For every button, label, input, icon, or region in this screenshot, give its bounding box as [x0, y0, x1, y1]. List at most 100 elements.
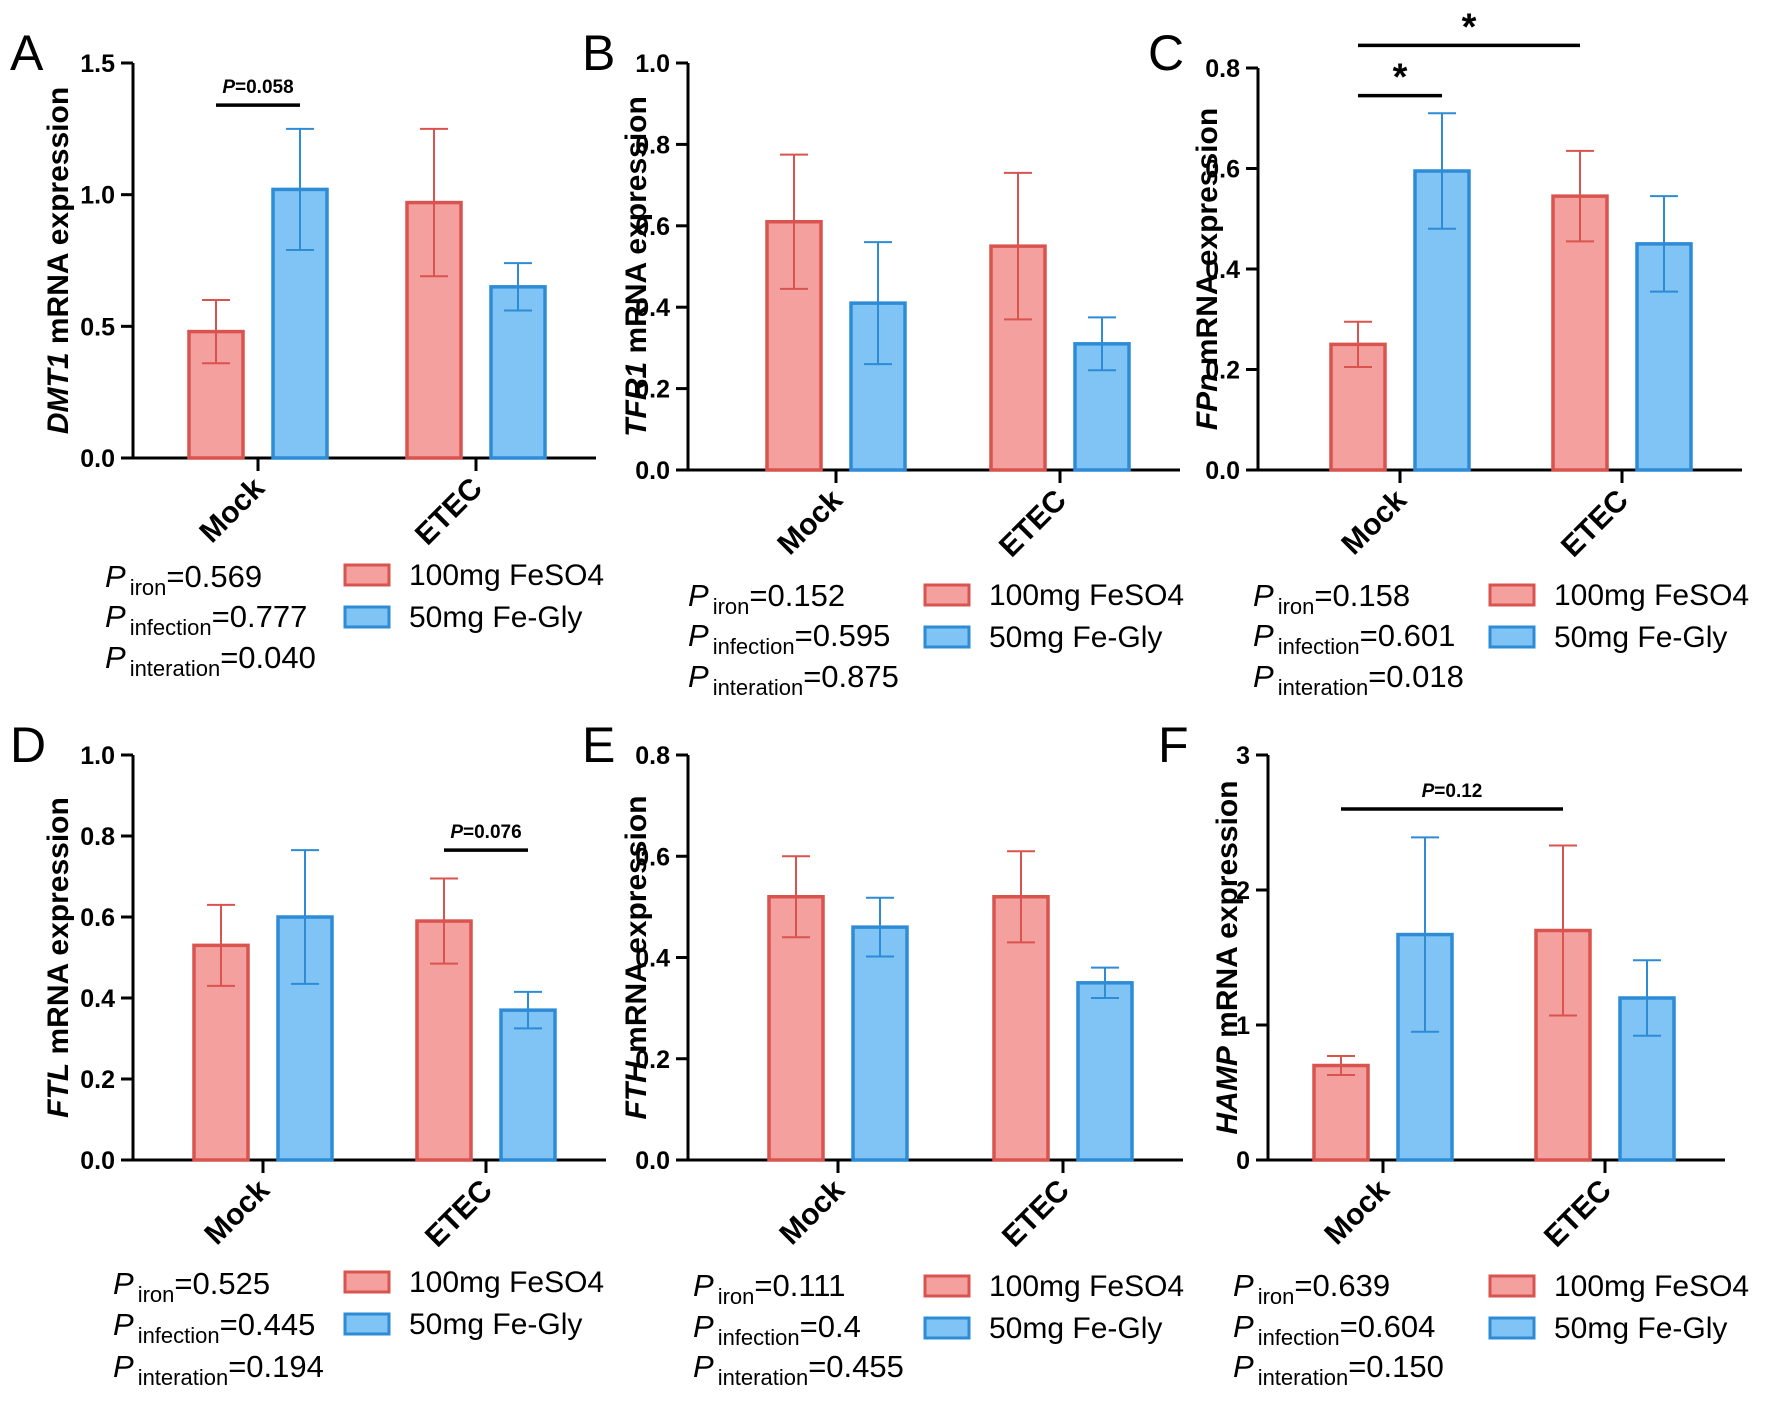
stat-value: =0.040	[220, 640, 316, 675]
y-tick-label: 1.5	[80, 50, 115, 78]
legend-swatch	[343, 1270, 391, 1294]
y-tick-label: 0.4	[635, 294, 670, 322]
stat-p-symbol: P	[1233, 1349, 1254, 1384]
y-tick-label: 0.0	[635, 1147, 670, 1175]
legend-label: 50mg Fe-Gly	[989, 621, 1162, 654]
y-tick-label: 1.0	[635, 50, 670, 78]
y-tick-label: 0.5	[80, 313, 115, 341]
stat-subscript: iron	[1258, 1284, 1295, 1309]
significance-p: P	[222, 77, 235, 98]
y-axis-label-text: mRNA expression	[620, 96, 653, 362]
stat-p-symbol: P	[105, 599, 126, 634]
bar-50mg-fe-gly-etec	[499, 1008, 557, 1162]
bar-100mg-feso4-mock	[765, 219, 823, 472]
legend-label: 100mg FeSO4	[1554, 1270, 1749, 1303]
significance-p: P	[450, 822, 463, 843]
x-category-label: Mock	[771, 483, 849, 561]
stat-subscript: interation	[718, 1365, 809, 1390]
stat-value: =0.150	[1348, 1349, 1444, 1384]
stat-subscript: infection	[713, 634, 795, 659]
y-axis-label-text: mRNA expression	[1211, 781, 1244, 1047]
y-tick-label: 0.2	[1205, 357, 1240, 385]
significance-value: *	[1393, 57, 1408, 99]
panel-letter: B	[582, 25, 615, 81]
legend-swatch	[343, 1312, 391, 1336]
y-tick-label: 0.2	[80, 1066, 115, 1094]
panel-letter: F	[1158, 717, 1189, 773]
legend-swatch	[1488, 583, 1536, 607]
y-tick-label: 0	[1236, 1147, 1250, 1175]
stat-subscript: iron	[130, 575, 167, 600]
panel-letter: E	[582, 717, 615, 773]
x-category-label: Mock	[773, 1173, 851, 1251]
stat-subscript: interation	[130, 656, 221, 681]
y-axis-label: TFR1 mRNA expression	[620, 96, 653, 437]
legend-swatch	[343, 605, 391, 629]
stat-p-symbol: P	[1253, 618, 1274, 653]
y-axis-label-gene: HAMP	[1211, 1045, 1244, 1134]
stat-value: =0.194	[228, 1349, 324, 1384]
stat-value: =0.455	[808, 1349, 904, 1384]
stat-value: =0.111	[754, 1268, 845, 1303]
legend-label: 100mg FeSO4	[409, 1266, 604, 1299]
panel-c: C 0.0 0.2 0.4 0.6 0.8 FPn mRNA expression Mock E…	[1148, 6, 1749, 700]
stat-value: =0.152	[749, 578, 845, 613]
panel-e: E 0.0 0.2 0.4 0.6 0.8 FTH mRNA expression Mock E…	[582, 717, 1184, 1390]
stat-p-symbol: P	[1233, 1309, 1254, 1344]
legend-swatch	[923, 1274, 971, 1298]
legend-label: 100mg FeSO4	[409, 559, 604, 592]
y-axis-label-gene: TFR1	[620, 362, 653, 437]
stat-value: =0.525	[174, 1266, 270, 1301]
y-tick-label: 0.0	[635, 457, 670, 485]
y-tick-label: 0.8	[635, 742, 670, 770]
significance-label: *	[1462, 6, 1477, 48]
stat-subscript: infection	[130, 615, 212, 640]
stat-p-symbol: P	[1253, 578, 1274, 613]
stat-p-symbol: P	[693, 1309, 714, 1344]
y-tick-label: 1.0	[80, 742, 115, 770]
y-axis-label-text: mRNA expression	[1191, 108, 1224, 374]
bar-50mg-fe-gly-etec	[489, 285, 547, 460]
x-category-label: ETEC	[996, 1174, 1076, 1254]
significance-label: *	[1393, 57, 1408, 99]
y-tick-label: 0.0	[80, 1147, 115, 1175]
legend-label: 50mg Fe-Gly	[409, 1308, 582, 1341]
stat-subscript: interation	[1258, 1365, 1349, 1390]
stat-subscript: infection	[718, 1325, 800, 1350]
y-tick-label: 3	[1236, 742, 1250, 770]
x-category-label: ETEC	[419, 1174, 499, 1254]
legend-swatch	[923, 1316, 971, 1340]
x-category-label: ETEC	[409, 472, 489, 552]
stat-p-symbol: P	[1253, 659, 1274, 694]
stat-p-symbol: P	[688, 618, 709, 653]
y-axis-label-gene: FTL	[42, 1063, 75, 1118]
y-tick-label: 0.4	[80, 985, 115, 1013]
significance-label: P=0.076	[450, 822, 521, 843]
y-tick-label: 0.8	[635, 131, 670, 159]
y-axis-label: DMT1 mRNA expression	[42, 87, 75, 434]
legend-label: 50mg Fe-Gly	[1554, 1312, 1727, 1345]
bar-100mg-feso4-mock	[1312, 1063, 1370, 1162]
x-category-label: ETEC	[1555, 484, 1635, 564]
stat-subscript: interation	[1278, 675, 1369, 700]
stat-p-symbol: P	[113, 1349, 134, 1384]
stat-subscript: infection	[138, 1323, 220, 1348]
stat-p-symbol: P	[1233, 1268, 1254, 1303]
stat-subscript: iron	[718, 1284, 755, 1309]
x-category-label: ETEC	[1538, 1174, 1618, 1254]
bar-50mg-fe-gly-etec	[1076, 981, 1134, 1162]
bar-100mg-feso4-etec	[989, 244, 1047, 472]
